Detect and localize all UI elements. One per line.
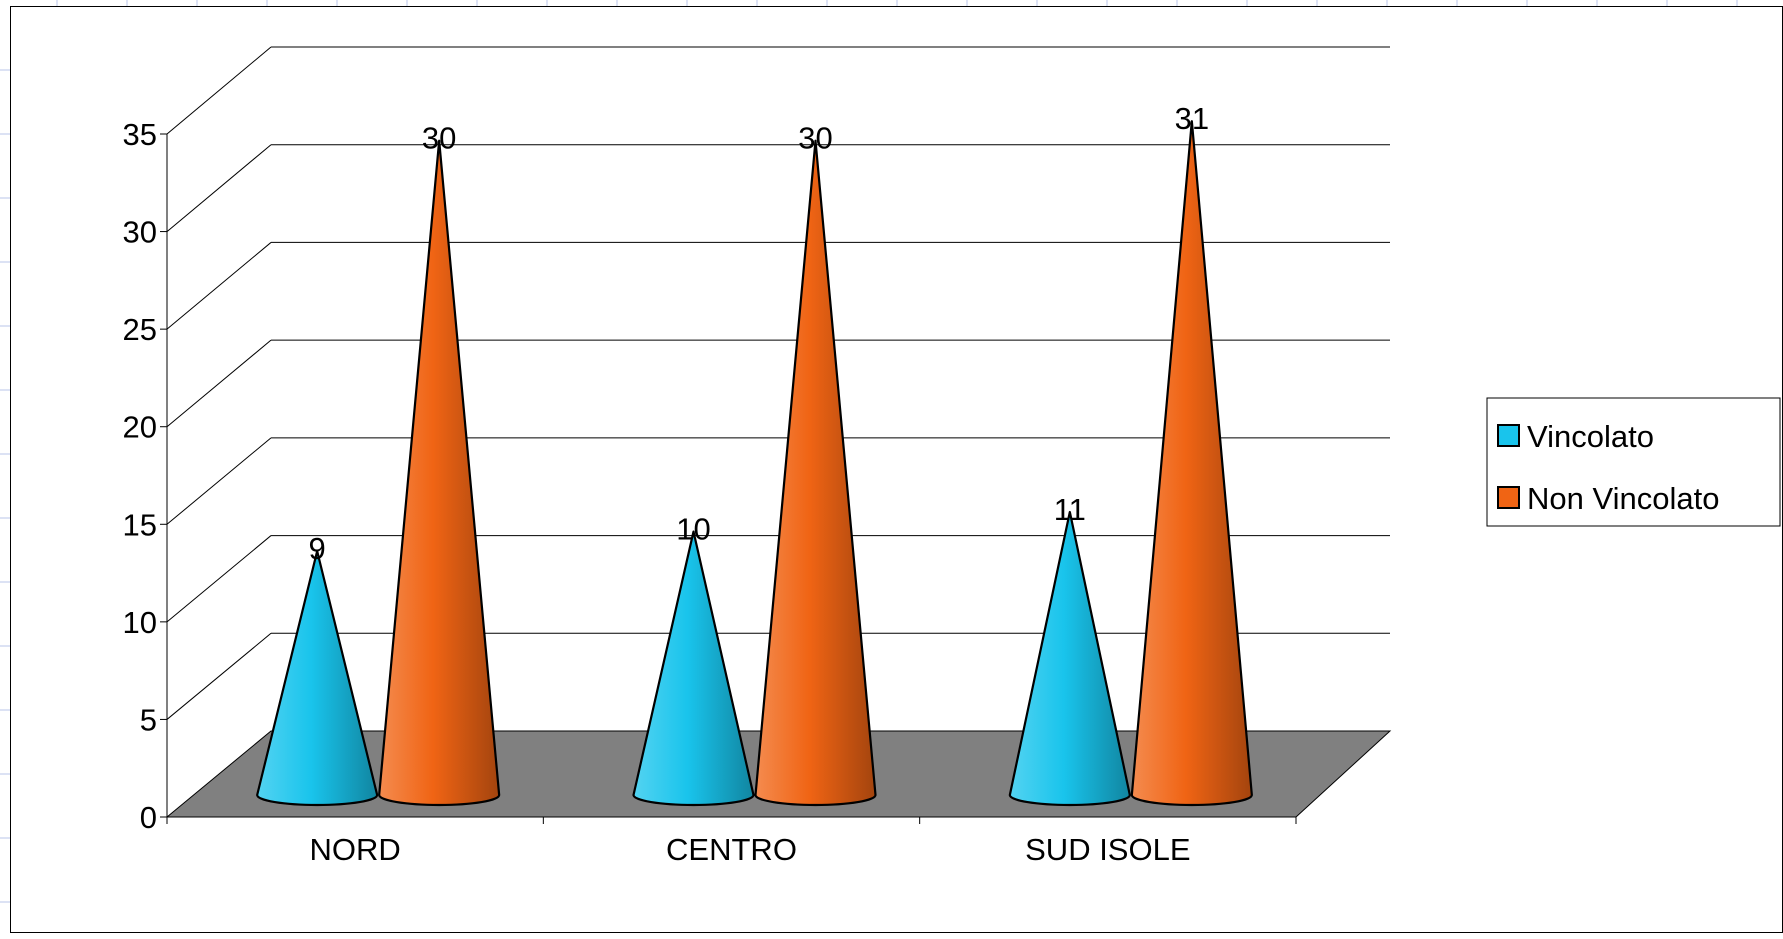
y-tick-label: 5 <box>140 702 157 737</box>
data-label: 30 <box>422 121 456 156</box>
cone-chart: 0 5 10 15 20 25 30 35 NORD CENTRO SUD ISOLE 9 30 10 30… <box>123 46 1781 867</box>
x-tick-label: NORD <box>310 832 401 867</box>
gridline-side <box>166 535 272 623</box>
y-tick-label: 0 <box>140 800 157 835</box>
cone-bar <box>754 139 877 807</box>
data-label: 10 <box>676 512 710 547</box>
legend-label: Vincolato <box>1527 419 1654 454</box>
gridline-side <box>166 339 272 428</box>
x-tick-label: CENTRO <box>666 832 797 867</box>
gridline-side <box>166 632 272 720</box>
data-label: 11 <box>1054 492 1086 527</box>
x-tick-label: SUD ISOLE <box>1025 832 1190 867</box>
y-tick-label: 15 <box>123 507 157 542</box>
y-tick-label: 30 <box>123 215 157 250</box>
cone-bar <box>632 530 755 807</box>
y-tick-label: 10 <box>123 605 157 640</box>
legend-box <box>1486 397 1781 527</box>
legend: Vincolato Non Vincolato <box>1486 397 1781 527</box>
cone-bar <box>256 550 379 807</box>
cone-bar <box>1008 510 1131 807</box>
data-label: 30 <box>798 121 832 156</box>
cone-bar <box>378 139 501 807</box>
legend-swatch <box>1497 424 1520 447</box>
y-tick-label: 35 <box>123 117 157 152</box>
gridline-side <box>166 437 272 525</box>
legend-swatch <box>1497 486 1520 509</box>
y-tick-label: 25 <box>123 312 157 347</box>
y-tick-label: 20 <box>123 410 157 445</box>
data-label: 9 <box>309 531 326 566</box>
gridline-side <box>166 46 272 135</box>
cone-bar <box>1130 120 1253 807</box>
chart-frame: 0 5 10 15 20 25 30 35 NORD CENTRO SUD ISOLE 9 30 10 30… <box>10 6 1783 933</box>
gridline-side <box>166 242 272 330</box>
legend-label: Non Vincolato <box>1527 481 1719 516</box>
gridline-side <box>166 144 272 232</box>
data-label: 31 <box>1175 101 1209 136</box>
